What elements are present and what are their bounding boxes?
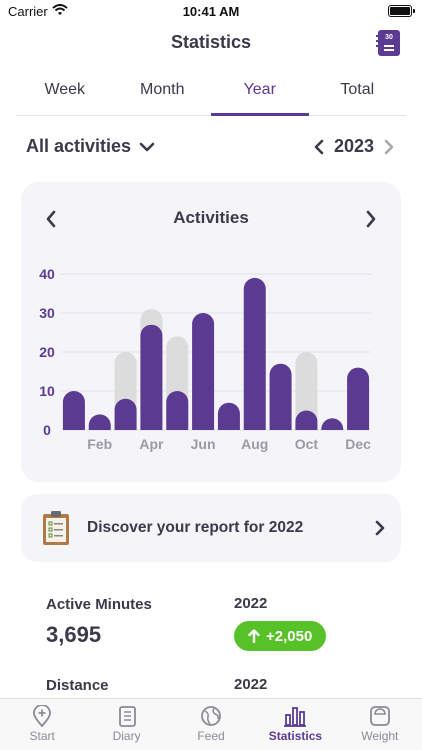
tab-bar-label: Statistics	[268, 729, 323, 743]
period-tabs: Week Month Year Total	[16, 70, 406, 116]
chevron-right-icon[interactable]	[384, 139, 394, 155]
tab-bar-weight[interactable]: Weight	[338, 699, 422, 750]
status-bar: Carrier 10:41 AM	[0, 0, 422, 24]
wifi-icon	[52, 4, 68, 15]
bar-chart-icon	[284, 707, 307, 727]
x-tick-label: Jun	[191, 436, 216, 452]
diary-challenge-button[interactable]: 30	[376, 30, 400, 56]
activity-bar	[269, 363, 292, 430]
x-tick-label: Aug	[241, 436, 268, 452]
tab-bar-label: Weight	[361, 729, 399, 743]
active-minutes-compare-year: 2022	[234, 595, 268, 612]
x-tick-label: Dec	[345, 436, 371, 452]
year-selector: 2023	[314, 136, 394, 157]
x-tick-label: Feb	[87, 436, 112, 452]
report-link-text: Discover your report for 2022	[87, 519, 304, 536]
activity-filter-dropdown[interactable]: All activities	[26, 136, 155, 157]
active-minutes-value: 3,695	[46, 622, 102, 647]
lines-icon	[384, 45, 394, 47]
activity-bar	[217, 402, 240, 430]
battery-icon	[388, 5, 415, 17]
y-tick-label: 30	[39, 305, 55, 321]
activity-bar	[88, 414, 111, 430]
activity-bar	[166, 391, 189, 430]
x-tick-label: Apr	[139, 436, 164, 452]
tab-bar-label: Feed	[197, 729, 225, 743]
distance-label: Distance	[46, 677, 109, 694]
tab-bar-label: Start	[29, 729, 55, 743]
activity-bar	[321, 418, 344, 430]
y-tick-label: 40	[39, 266, 55, 282]
globe-icon	[201, 706, 221, 726]
tab-bar-feed[interactable]: Feed	[169, 699, 253, 750]
tab-week[interactable]: Week	[44, 81, 86, 98]
y-tick-label: 10	[39, 383, 55, 399]
page-title: Statistics	[170, 32, 252, 52]
activities-bar-chart: 0 10 20 30 40 Feb Apr Jun Aug Oct Dec	[39, 266, 371, 452]
x-tick-label: Oct	[295, 436, 319, 452]
delta-value: +2,050	[266, 627, 313, 645]
activity-bar	[114, 398, 137, 430]
activities-chart-card: 0 10 20 30 40 Feb Apr Jun Aug Oct Dec Activities	[21, 182, 401, 482]
chevron-right-icon	[375, 520, 385, 536]
ring-binder-icon	[376, 35, 380, 37]
scale-icon	[369, 706, 390, 726]
carrier-label: Carrier	[8, 4, 48, 19]
activity-bar	[62, 391, 85, 430]
bottom-tab-bar: Start Diary Feed Statistics Weight	[0, 698, 422, 750]
y-tick-label: 0	[43, 422, 51, 438]
notebook-icon	[118, 706, 136, 727]
tab-bar-start[interactable]: Start	[0, 699, 84, 750]
arrow-up-icon	[248, 629, 260, 643]
chevron-left-icon[interactable]	[314, 139, 324, 155]
active-minutes-delta-badge: +2,050	[234, 621, 327, 651]
chevron-down-icon	[139, 142, 155, 151]
tab-bar-label: Diary	[112, 729, 141, 743]
y-tick-label: 20	[39, 344, 55, 360]
chevron-left-icon[interactable]	[45, 210, 57, 228]
activity-bar	[140, 324, 163, 430]
activity-bar	[192, 313, 215, 430]
tab-bar-statistics[interactable]: Statistics	[253, 699, 337, 750]
activity-bar	[243, 277, 266, 430]
tab-bar-diary[interactable]: Diary	[84, 699, 168, 750]
tab-total[interactable]: Total	[340, 81, 375, 98]
activity-bar	[347, 367, 370, 430]
diary-badge-number: 30	[385, 34, 393, 41]
year-label: 2023	[333, 136, 374, 156]
tab-year[interactable]: Year	[211, 70, 309, 116]
activity-bar	[295, 410, 318, 430]
activity-filter-label: All activities	[26, 136, 132, 156]
chevron-right-icon[interactable]	[365, 210, 377, 228]
distance-compare-year: 2022	[234, 676, 268, 693]
yearly-report-link[interactable]: Discover your report for 2022	[21, 494, 401, 562]
chart-title: Activities	[173, 208, 249, 227]
clock-time: 10:41 AM	[182, 4, 240, 19]
pin-plus-icon	[33, 705, 52, 727]
clipboard-icon	[43, 511, 69, 545]
active-minutes-label: Active Minutes	[46, 596, 152, 613]
comparison-bar	[295, 352, 318, 430]
tab-month[interactable]: Month	[140, 81, 185, 98]
